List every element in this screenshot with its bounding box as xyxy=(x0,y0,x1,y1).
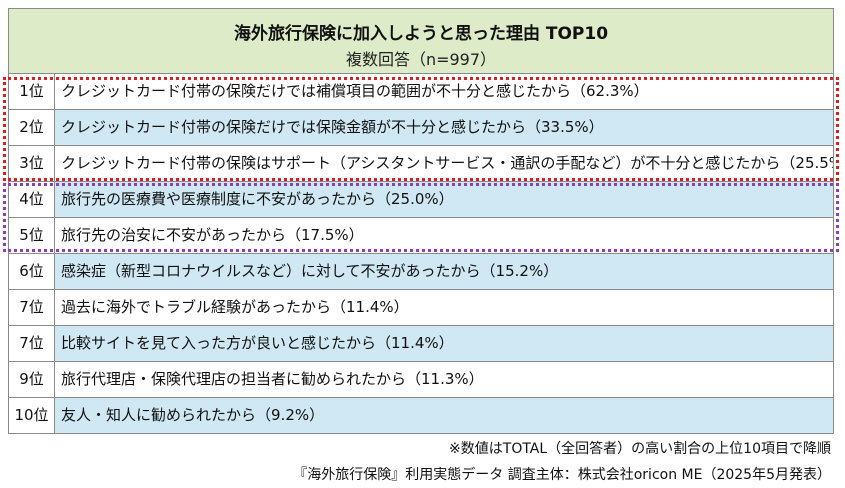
reason-cell: 旅行代理店・保険代理店の担当者に勧められたから（11.3%） xyxy=(55,362,833,397)
ranking-rows: 1位 クレジットカード付帯の保険だけでは補償項目の範囲が不十分と感じたから（62… xyxy=(8,74,834,434)
table-row-1: 1位 クレジットカード付帯の保険だけでは補償項目の範囲が不十分と感じたから（62… xyxy=(8,74,834,110)
table-row-9: 9位 旅行代理店・保険代理店の担当者に勧められたから（11.3%） xyxy=(8,362,834,398)
rank-cell: 1位 xyxy=(9,74,55,109)
reason-cell: 過去に海外でトラブル経験があったから（11.4%） xyxy=(55,290,833,325)
reason-cell: 旅行先の治安に不安があったから（17.5%） xyxy=(55,218,833,253)
reason-cell: クレジットカード付帯の保険だけでは保険金額が不十分と感じたから（33.5%） xyxy=(55,110,833,145)
rank-cell: 2位 xyxy=(9,110,55,145)
rank-cell: 3位 xyxy=(9,146,55,181)
rank-cell: 6位 xyxy=(9,254,55,289)
chart-title: 海外旅行保険に加入しようと思った理由 TOP10 xyxy=(233,24,609,44)
reason-cell: 感染症（新型コロナウイルスなど）に対して不安があったから（15.2%） xyxy=(55,254,833,289)
table-row-4: 4位 旅行先の医療費や医療制度に不安があったから（25.0%） xyxy=(8,182,834,218)
table-row-3: 3位 クレジットカード付帯の保険はサポート（アシスタントサービス・通訳の手配など… xyxy=(8,146,834,182)
rank-cell: 5位 xyxy=(9,218,55,253)
table-row-8: 7位 比較サイトを見て入った方が良いと感じたから（11.4%） xyxy=(8,326,834,362)
table-row-10: 10位 友人・知人に勧められたから（9.2%） xyxy=(8,398,834,434)
rank-cell: 7位 xyxy=(9,326,55,361)
rank-cell: 10位 xyxy=(9,398,55,433)
table-row-7: 7位 過去に海外でトラブル経験があったから（11.4%） xyxy=(8,290,834,326)
rank-cell: 7位 xyxy=(9,290,55,325)
table-row-5: 5位 旅行先の治安に不安があったから（17.5%） xyxy=(8,218,834,254)
rank-cell: 9位 xyxy=(9,362,55,397)
reason-cell: 友人・知人に勧められたから（9.2%） xyxy=(55,398,833,433)
reason-cell: 比較サイトを見て入った方が良いと感じたから（11.4%） xyxy=(55,326,833,361)
reason-cell: 旅行先の医療費や医療制度に不安があったから（25.0%） xyxy=(55,182,833,217)
footnote: ※数値はTOTAL（全回答者）の高い割合の上位10項目で降順 xyxy=(449,441,831,457)
table-row-6: 6位 感染症（新型コロナウイルスなど）に対して不安があったから（15.2%） xyxy=(8,254,834,290)
table-row-2: 2位 クレジットカード付帯の保険だけでは保険金額が不十分と感じたから（33.5%… xyxy=(8,110,834,146)
reason-cell: クレジットカード付帯の保険はサポート（アシスタントサービス・通訳の手配など）が不… xyxy=(55,146,833,181)
reason-cell: クレジットカード付帯の保険だけでは補償項目の範囲が不十分と感じたから（62.3%… xyxy=(55,74,833,109)
table-header: 海外旅行保険に加入しようと思った理由 TOP10 複数回答（n=997） xyxy=(8,8,834,74)
rank-cell: 4位 xyxy=(9,182,55,217)
chart-subtitle: 複数回答（n=997） xyxy=(345,50,497,69)
source-note: 『海外旅行保険』利用実態データ 調査主体：株式会社oricon ME（2025年… xyxy=(293,467,831,483)
